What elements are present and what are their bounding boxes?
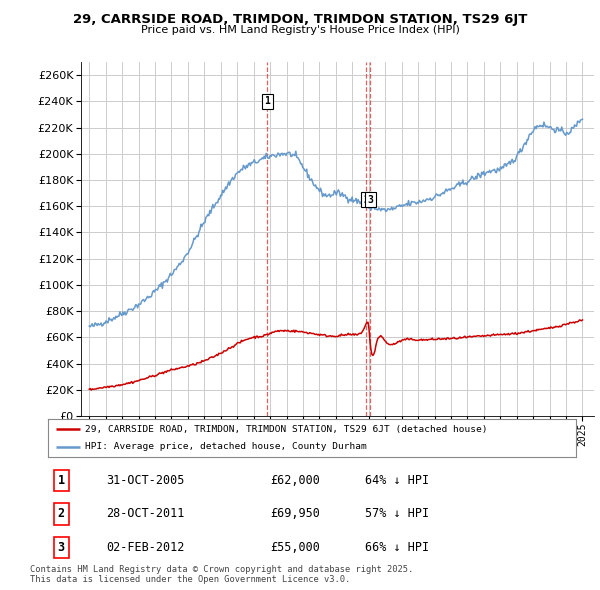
Text: 31-OCT-2005: 31-OCT-2005 [106, 474, 184, 487]
Text: 66% ↓ HPI: 66% ↓ HPI [365, 541, 429, 554]
Text: 28-OCT-2011: 28-OCT-2011 [106, 507, 184, 520]
Text: 57% ↓ HPI: 57% ↓ HPI [365, 507, 429, 520]
Text: 29, CARRSIDE ROAD, TRIMDON, TRIMDON STATION, TS29 6JT (detached house): 29, CARRSIDE ROAD, TRIMDON, TRIMDON STAT… [85, 425, 487, 434]
Text: 1: 1 [58, 474, 65, 487]
Text: 2: 2 [363, 195, 369, 205]
Text: 64% ↓ HPI: 64% ↓ HPI [365, 474, 429, 487]
Text: £62,000: £62,000 [270, 474, 320, 487]
Text: 02-FEB-2012: 02-FEB-2012 [106, 541, 184, 554]
Text: 1: 1 [265, 96, 270, 106]
Text: 2: 2 [58, 507, 65, 520]
Text: 3: 3 [367, 195, 373, 205]
Text: Price paid vs. HM Land Registry's House Price Index (HPI): Price paid vs. HM Land Registry's House … [140, 25, 460, 35]
Text: HPI: Average price, detached house, County Durham: HPI: Average price, detached house, Coun… [85, 442, 367, 451]
Text: £69,950: £69,950 [270, 507, 320, 520]
Text: £55,000: £55,000 [270, 541, 320, 554]
Text: Contains HM Land Registry data © Crown copyright and database right 2025.: Contains HM Land Registry data © Crown c… [30, 565, 413, 574]
Text: 29, CARRSIDE ROAD, TRIMDON, TRIMDON STATION, TS29 6JT: 29, CARRSIDE ROAD, TRIMDON, TRIMDON STAT… [73, 13, 527, 26]
Text: 3: 3 [58, 541, 65, 554]
Text: This data is licensed under the Open Government Licence v3.0.: This data is licensed under the Open Gov… [30, 575, 350, 584]
